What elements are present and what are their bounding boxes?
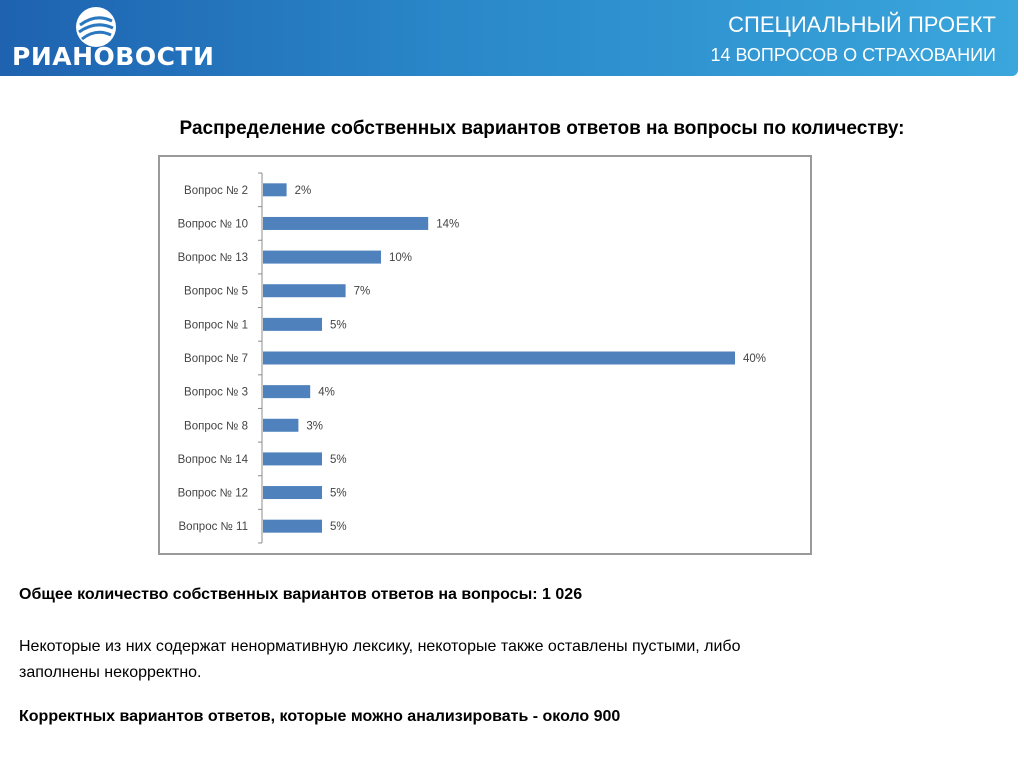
value-label: 40% (743, 353, 766, 365)
category-label: Вопрос № 14 (178, 454, 249, 466)
category-label: Вопрос № 11 (179, 521, 249, 533)
ria-logo-icon (76, 7, 116, 47)
chart-title: Распределение собственных вариантов отве… (179, 118, 905, 139)
bar (263, 385, 311, 399)
logo-text: РИАНОВОСТИ (12, 42, 215, 71)
category-label: Вопрос № 5 (184, 286, 248, 298)
value-label: 5% (330, 521, 347, 533)
project-title: СПЕЦИАЛЬНЫЙ ПРОЕКТ (728, 12, 996, 37)
chart-frame: Вопрос № 2 2% Вопрос № 10 14% Вопрос № 13 10%… (158, 155, 812, 555)
category-label: Вопрос № 10 (178, 218, 248, 230)
category-label: Вопрос № 8 (184, 420, 248, 432)
category-label: Вопрос № 3 (184, 387, 248, 399)
total-answers-text: Общее количество собственных вариантов о… (19, 586, 583, 603)
bar (263, 183, 287, 197)
value-label: 10% (389, 252, 412, 264)
correct-answers-text: Корректных вариантов ответов, которые мо… (19, 708, 621, 725)
category-label: Вопрос № 13 (178, 252, 248, 264)
value-label: 2% (295, 185, 312, 197)
bar (263, 486, 322, 500)
category-label: Вопрос № 12 (178, 488, 248, 500)
note-text: Некоторые из них содержат ненормативную … (19, 634, 1009, 686)
note-line-2: заполнены некорректно. (19, 664, 202, 681)
bar (263, 216, 429, 230)
bar (263, 452, 322, 466)
category-label: Вопрос № 2 (184, 185, 248, 197)
value-label: 7% (354, 286, 371, 298)
note-line-1: Некоторые из них содержат ненормативную … (19, 638, 741, 655)
value-label: 5% (330, 319, 347, 331)
value-label: 3% (306, 420, 323, 432)
bar-chart: Вопрос № 2 2% Вопрос № 10 14% Вопрос № 13 10%… (178, 172, 766, 544)
bar (263, 317, 322, 331)
bar (263, 250, 381, 264)
bar (263, 418, 299, 432)
value-label: 4% (318, 387, 335, 399)
bar (263, 519, 322, 533)
value-label: 5% (330, 488, 347, 500)
category-label: Вопрос № 1 (184, 319, 248, 331)
project-subtitle: 14 ВОПРОСОВ О СТРАХОВАНИИ (710, 45, 997, 65)
value-label: 5% (330, 454, 347, 466)
summary-block: Общее количество собственных вариантов о… (19, 586, 1009, 726)
bar (263, 284, 346, 298)
header-banner: РИАНОВОСТИ СПЕЦИАЛЬНЫЙ ПРОЕКТ 14 ВОПРОСО… (0, 0, 1018, 76)
value-label: 14% (436, 218, 459, 230)
bar (263, 351, 735, 365)
category-label: Вопрос № 7 (184, 353, 248, 365)
